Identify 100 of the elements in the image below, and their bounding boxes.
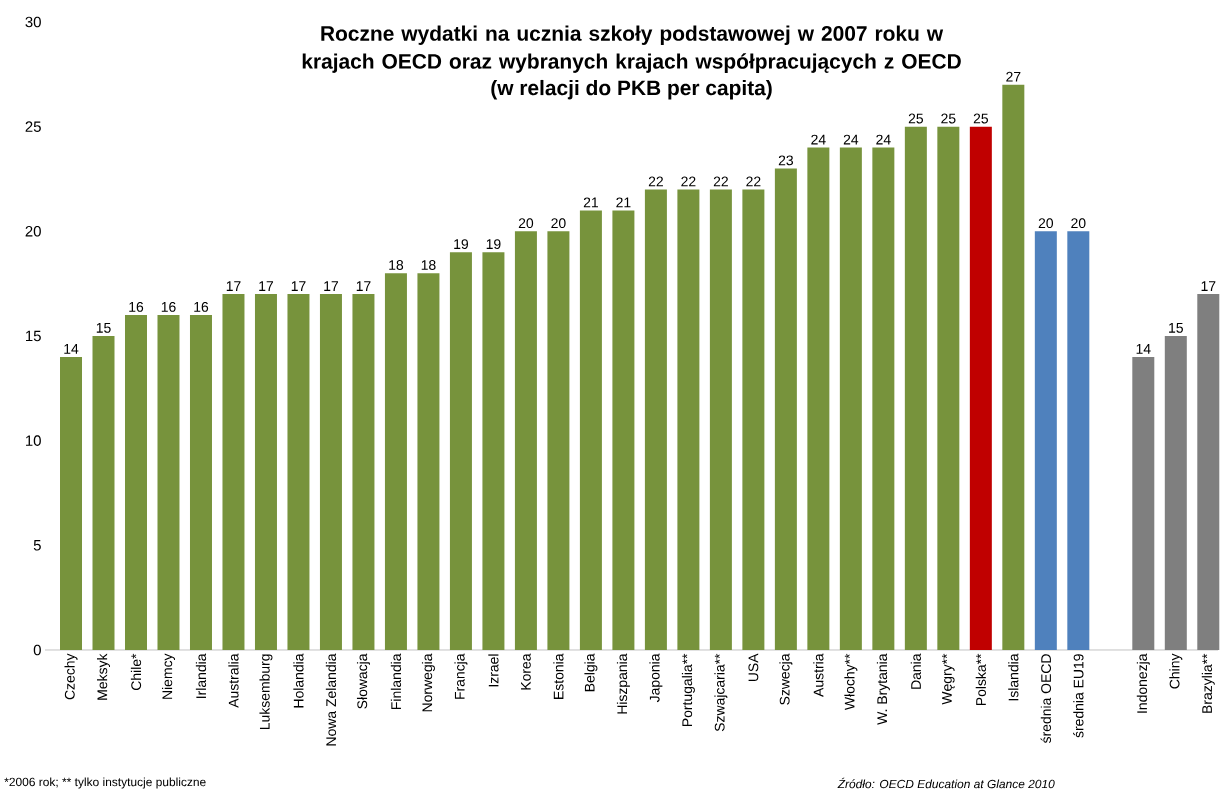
- bar: [287, 294, 310, 650]
- bar: [124, 315, 147, 650]
- bar: [1164, 335, 1187, 650]
- data-label: 24: [843, 134, 859, 145]
- bar: [514, 231, 537, 650]
- bar: [1034, 231, 1057, 650]
- data-label: 21: [583, 197, 598, 208]
- x-tick-label: Węgry**: [942, 653, 955, 705]
- x-tick-label: USA: [748, 653, 759, 682]
- x-tick-label: Włochy**: [844, 653, 858, 711]
- y-tick-label: 15: [26, 330, 41, 342]
- data-label: 17: [259, 281, 274, 291]
- x-tick-label: Szwajcaria**: [714, 653, 728, 732]
- data-label: 14: [64, 344, 79, 354]
- bar: [872, 147, 895, 650]
- data-label: 17: [324, 281, 339, 291]
- bar: [1132, 356, 1155, 650]
- data-label: 15: [1169, 323, 1183, 333]
- bar: [157, 315, 180, 650]
- bar: [254, 294, 277, 650]
- bar: [937, 126, 960, 650]
- x-tick-label: Norwegia: [421, 653, 435, 712]
- x-tick-label: Chiny: [1169, 653, 1183, 689]
- bar: [644, 189, 667, 650]
- bar: [222, 294, 245, 650]
- x-tick-label: Holandia: [293, 653, 304, 708]
- y-tick-label: 10: [26, 435, 41, 446]
- x-tick-label: Korea: [521, 653, 531, 690]
- x-tick-label: Estonia: [553, 653, 564, 699]
- bar: [807, 147, 830, 650]
- x-tick-label: Dania: [910, 653, 921, 689]
- x-tick-label: Polska**: [975, 653, 986, 706]
- text: *2006 rok; ** tylko instytucje publiczne: [4, 777, 206, 789]
- bar: [92, 335, 115, 650]
- data-label: 14: [1136, 344, 1151, 354]
- x-tick-label: średnia OECD: [1040, 654, 1052, 744]
- x-tick-label: Szwecja: [779, 653, 793, 705]
- x-tick-label: Izrael: [488, 654, 499, 687]
- data-label: 21: [616, 197, 631, 208]
- x-tick-label: Belgia: [584, 653, 598, 692]
- data-label: 25: [908, 113, 924, 124]
- bar: [547, 231, 570, 650]
- bar: [482, 252, 505, 650]
- y-tick-label: 20: [25, 226, 41, 237]
- x-tick-label: Irlandia: [195, 653, 207, 698]
- x-tick-label: Słowacja: [356, 653, 370, 709]
- x-tick-label: średnia EU19: [1073, 654, 1084, 738]
- x-tick-label: Nowa Zelandia: [325, 653, 337, 746]
- bar: [839, 147, 862, 650]
- data-label: 20: [1071, 218, 1086, 229]
- bar: [384, 273, 407, 650]
- bar: [449, 252, 472, 650]
- data-label: 25: [941, 113, 956, 124]
- data-label: 18: [421, 260, 436, 270]
- x-tick-label: Brazylia**: [1201, 653, 1215, 713]
- data-label: 17: [226, 281, 241, 291]
- text: Roczne wydatki na ucznia szkoły podstawowej w 2007 roku w krajach OECD oraz wybranych krajach współpracujących z OECD: [302, 25, 961, 73]
- bar: [742, 189, 765, 650]
- data-label: 25: [973, 113, 989, 124]
- bar: [60, 356, 82, 650]
- data-label: 16: [161, 301, 176, 312]
- x-tick-label: Niemcy: [161, 653, 175, 699]
- x-tick-label: Japonia: [649, 653, 663, 703]
- data-label: 22: [713, 176, 728, 187]
- data-label: 19: [454, 239, 469, 250]
- text: (w relacji do PKB per capita): [491, 79, 772, 100]
- y-tick-label: 30: [25, 16, 41, 28]
- data-label: 22: [746, 176, 761, 187]
- x-tick-label: Hiszpania: [616, 653, 630, 714]
- bar: [319, 294, 342, 650]
- data-label: 22: [648, 176, 663, 187]
- bar: [904, 126, 927, 650]
- data-label: 18: [389, 260, 404, 270]
- bar: [1197, 294, 1220, 650]
- x-tick-label: Meksyk: [97, 653, 110, 700]
- bar: [969, 126, 992, 650]
- x-tick-label: Finlandia: [390, 653, 402, 709]
- x-tick-label: Indonezja: [1136, 653, 1150, 713]
- x-tick-label: Czechy: [64, 653, 78, 700]
- data-label: 19: [486, 239, 501, 250]
- bar: [774, 168, 797, 650]
- bar: [352, 294, 375, 650]
- x-tick-label: Australia: [228, 653, 239, 708]
- data-label: 15: [96, 323, 111, 333]
- x-tick-label: Austria: [813, 653, 824, 697]
- data-label: 16: [129, 301, 144, 312]
- data-label: 27: [1006, 71, 1021, 82]
- x-tick-label: Chile*: [130, 653, 142, 691]
- bar: [1067, 231, 1090, 650]
- y-tick-label: 0: [33, 644, 41, 656]
- x-tick-label: W. Brytania: [876, 653, 890, 725]
- data-label: 24: [811, 134, 826, 145]
- bar: [612, 210, 635, 650]
- data-label: 20: [1038, 218, 1054, 229]
- text: Źródło: OECD Education at Glance 2010: [837, 777, 1055, 789]
- x-tick-label: Islandia: [1008, 653, 1019, 701]
- data-label: 16: [194, 301, 209, 312]
- data-label: 22: [681, 176, 696, 187]
- y-tick-label: 25: [25, 121, 41, 132]
- data-label: 17: [356, 281, 371, 291]
